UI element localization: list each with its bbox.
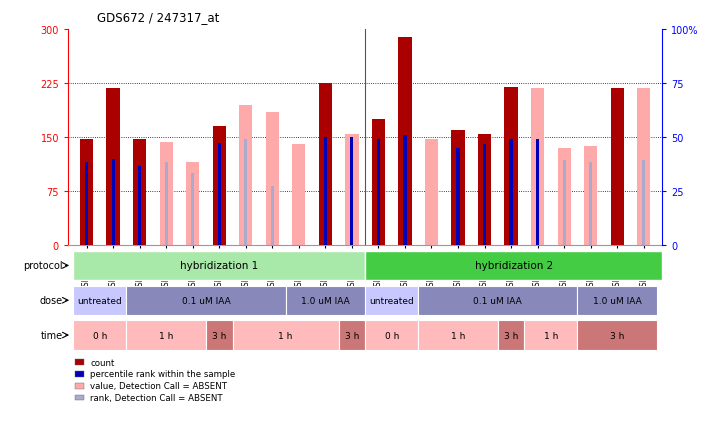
Text: 1 h: 1 h	[543, 331, 558, 340]
Bar	[456, 148, 460, 245]
Bar	[160, 143, 173, 245]
Bar	[451, 131, 465, 245]
Bar	[107, 89, 120, 245]
Bar	[483, 145, 486, 245]
Bar	[372, 120, 385, 245]
Text: 1 h: 1 h	[279, 331, 293, 340]
Text: GDS672 / 247317_at: GDS672 / 247317_at	[97, 11, 219, 24]
Bar	[271, 187, 274, 245]
Text: 0 h: 0 h	[384, 331, 399, 340]
Bar	[425, 139, 438, 245]
Bar	[165, 163, 168, 245]
Bar	[577, 286, 657, 315]
Bar	[377, 139, 380, 245]
Bar	[112, 159, 115, 245]
Bar	[138, 166, 141, 245]
Text: protocol: protocol	[23, 261, 63, 271]
Text: 1.0 uM IAA: 1.0 uM IAA	[593, 296, 642, 305]
Bar	[292, 145, 306, 245]
Bar	[73, 251, 365, 280]
Bar	[577, 321, 657, 350]
Bar	[218, 144, 221, 245]
Bar	[558, 148, 571, 245]
Text: hybridization 2: hybridization 2	[475, 261, 553, 271]
Text: 3 h: 3 h	[212, 331, 226, 340]
Bar	[642, 161, 645, 245]
Bar	[73, 286, 127, 315]
Bar	[127, 321, 206, 350]
Text: hybridization 1: hybridization 1	[180, 261, 258, 271]
Bar	[403, 136, 407, 245]
Bar	[398, 37, 412, 245]
Text: 0 h: 0 h	[92, 331, 107, 340]
Bar	[266, 113, 279, 245]
Text: 3 h: 3 h	[344, 331, 359, 340]
Bar	[239, 105, 253, 245]
Bar	[206, 321, 233, 350]
Bar	[365, 286, 418, 315]
Text: rank, Detection Call = ABSENT: rank, Detection Call = ABSENT	[90, 393, 223, 402]
Bar	[80, 139, 93, 245]
Bar	[350, 138, 354, 245]
Text: time: time	[41, 330, 63, 340]
Bar	[365, 321, 418, 350]
Text: 1 h: 1 h	[451, 331, 465, 340]
Bar	[584, 146, 597, 245]
Bar	[345, 134, 359, 245]
Bar	[524, 321, 577, 350]
Bar	[213, 127, 226, 245]
Text: 3 h: 3 h	[610, 331, 624, 340]
Bar	[286, 286, 365, 315]
Bar	[244, 139, 247, 245]
Bar	[365, 251, 662, 280]
Bar	[531, 89, 544, 245]
Bar	[611, 89, 624, 245]
Text: value, Detection Call = ABSENT: value, Detection Call = ABSENT	[90, 381, 227, 390]
Text: 3 h: 3 h	[504, 331, 518, 340]
Text: 1.0 uM IAA: 1.0 uM IAA	[301, 296, 349, 305]
Bar	[233, 321, 339, 350]
Bar	[186, 163, 199, 245]
Bar	[510, 139, 513, 245]
Text: percentile rank within the sample: percentile rank within the sample	[90, 370, 236, 378]
Bar	[418, 321, 498, 350]
Bar	[498, 321, 524, 350]
Bar	[478, 134, 491, 245]
Text: untreated: untreated	[77, 296, 122, 305]
Bar	[589, 163, 592, 245]
Text: 0.1 uM IAA: 0.1 uM IAA	[182, 296, 231, 305]
Text: 1 h: 1 h	[159, 331, 173, 340]
Text: untreated: untreated	[369, 296, 414, 305]
Bar	[319, 84, 332, 245]
Bar	[191, 174, 194, 245]
Bar	[637, 89, 650, 245]
Bar	[127, 286, 286, 315]
Bar	[505, 88, 518, 245]
Bar	[536, 139, 539, 245]
Bar	[324, 138, 327, 245]
Text: count: count	[90, 358, 115, 367]
Text: 0.1 uM IAA: 0.1 uM IAA	[473, 296, 522, 305]
Bar	[73, 321, 127, 350]
Bar	[339, 321, 365, 350]
Bar	[133, 139, 146, 245]
Bar	[418, 286, 577, 315]
Bar	[536, 139, 539, 245]
Bar	[85, 163, 88, 245]
Bar	[563, 161, 566, 245]
Text: dose: dose	[39, 296, 63, 306]
